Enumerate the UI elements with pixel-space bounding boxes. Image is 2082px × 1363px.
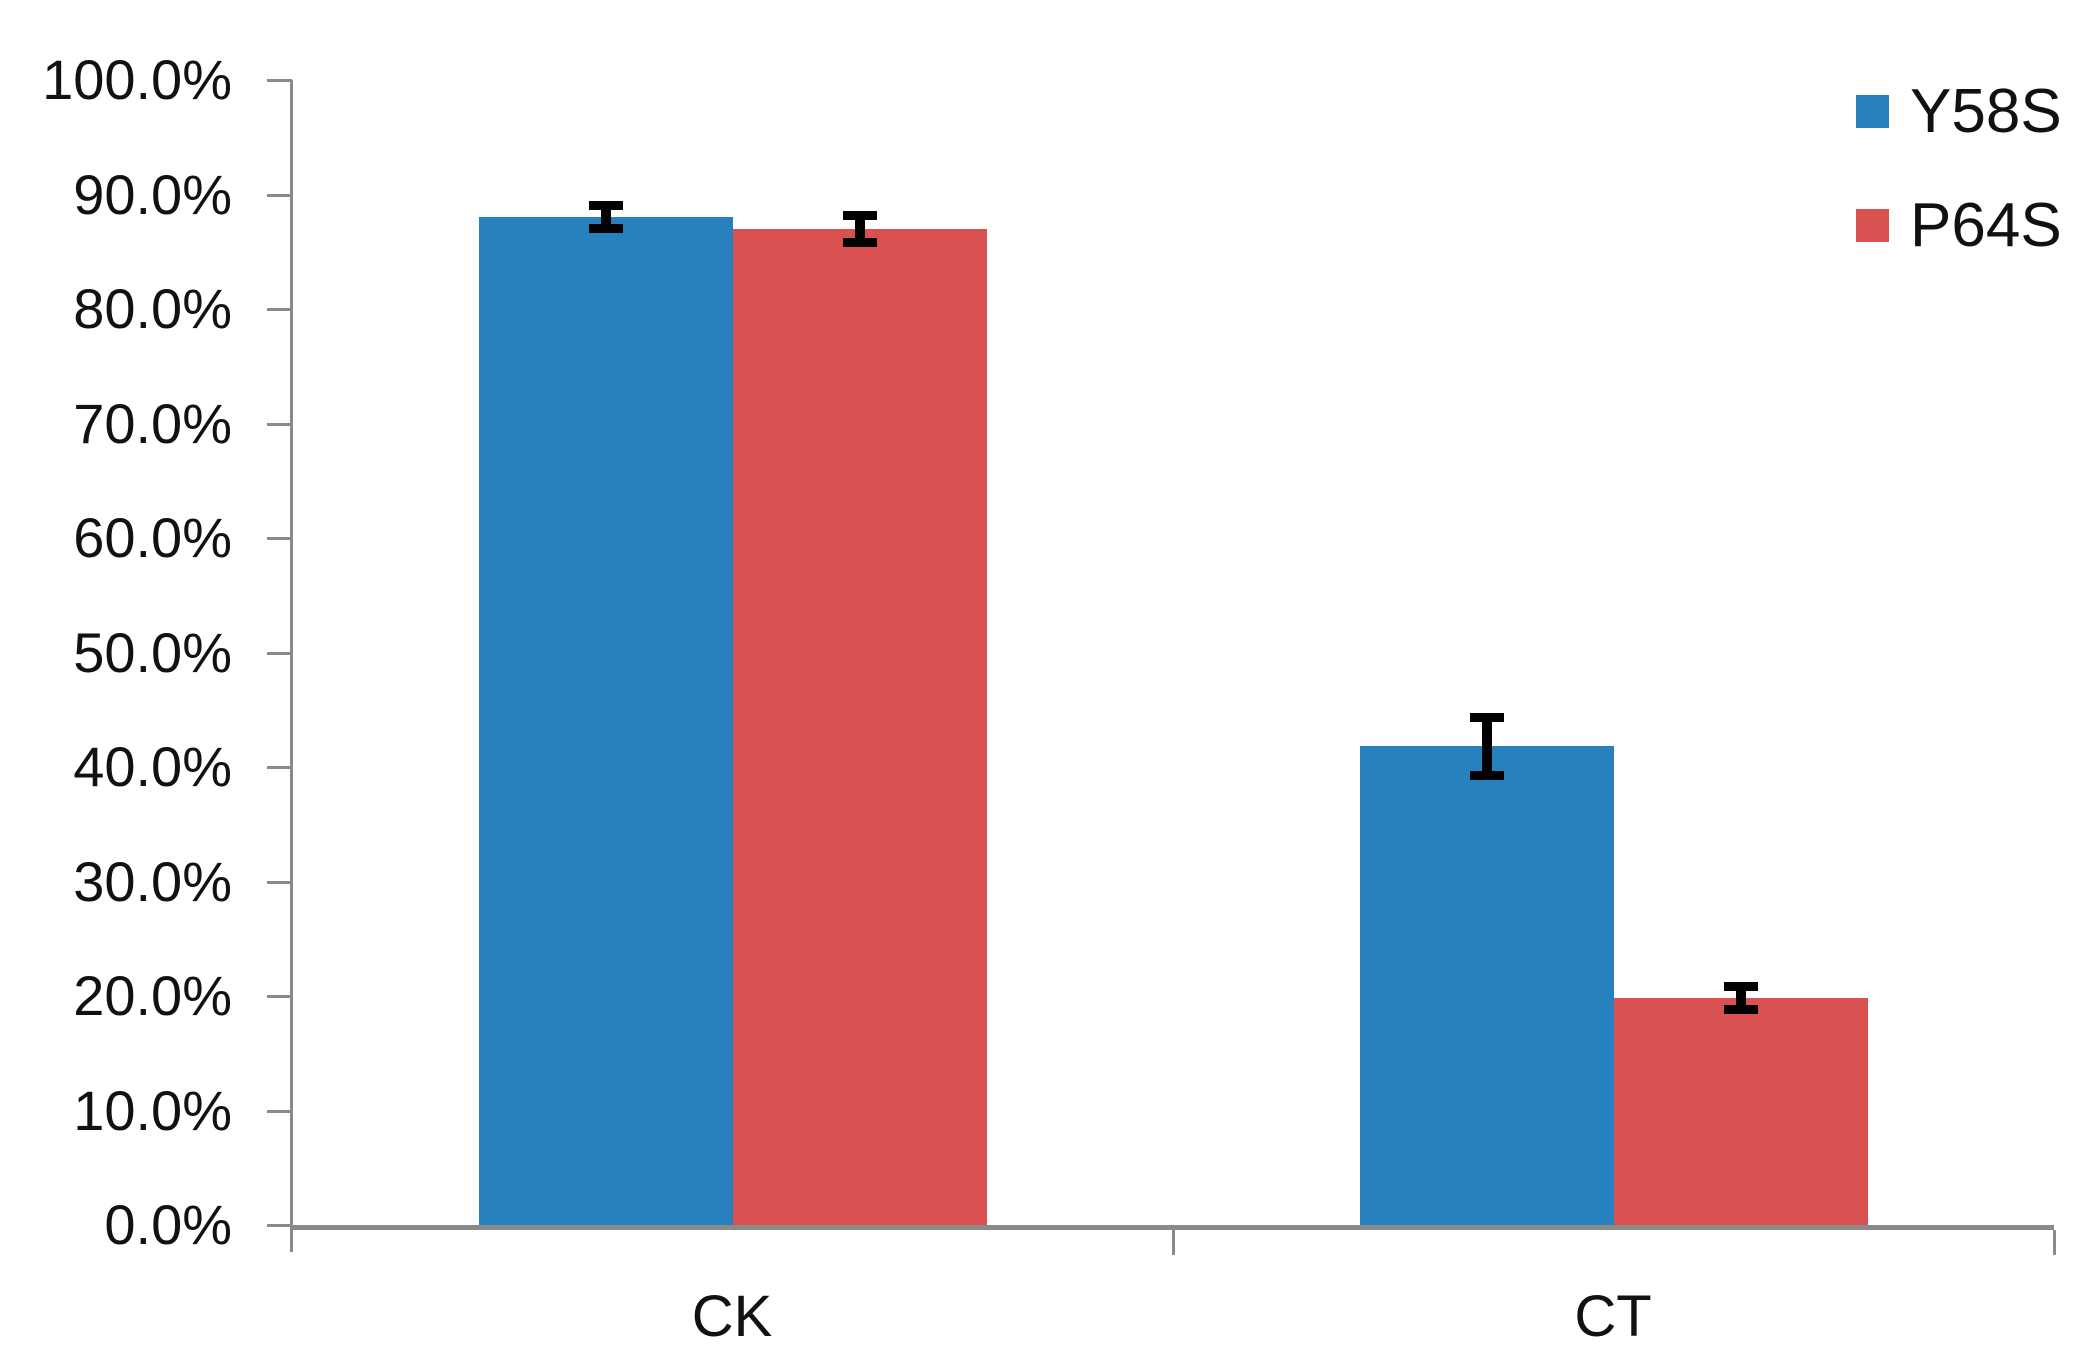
error-bar-ct-y58s: [1469, 713, 1504, 780]
y-tick-label: 20.0%: [73, 964, 232, 1027]
x-axis-line: [292, 1225, 2054, 1230]
error-bar-ct-p64s: [1723, 982, 1758, 1015]
legend-label-y58s: Y58S: [1910, 76, 2062, 146]
y-tick-label: 70.0%: [73, 391, 232, 455]
x-tick-mark: [2053, 1230, 2056, 1255]
y-tick-label: 50.0%: [73, 620, 232, 684]
legend-entry-y58s: Y58S: [1856, 77, 2062, 146]
y-axis-line: [290, 80, 293, 1252]
y-tick-mark: [267, 79, 292, 82]
x-tick-mark: [1172, 1230, 1175, 1255]
y-tick-mark: [267, 995, 292, 998]
legend-label-p64s: P64S: [1910, 190, 2062, 260]
error-bar-cap-bottom: [842, 238, 877, 248]
y-tick-label: 10.0%: [73, 1078, 232, 1142]
y-tick-mark: [267, 651, 292, 655]
y-tick-label: 0.0%: [104, 1193, 232, 1256]
y-tick-label: 40.0%: [73, 735, 232, 798]
bar-ck-p64s: [732, 228, 987, 1225]
y-tick-mark: [267, 766, 292, 769]
y-tick-label: 30.0%: [73, 849, 232, 913]
error-bar-stem: [1735, 982, 1746, 1015]
y-tick-mark: [267, 537, 292, 540]
legend-swatch-y58s: [1856, 94, 1889, 128]
y-tick-mark: [267, 422, 292, 426]
error-bar-ck-y58s: [588, 201, 623, 234]
error-bar-stem: [600, 201, 611, 234]
y-tick-mark: [267, 880, 292, 884]
error-bar-ck-p64s: [842, 210, 877, 248]
error-bar-cap-bottom: [588, 224, 623, 234]
bar-ct-p64s: [1613, 998, 1868, 1225]
y-tick-mark: [267, 193, 292, 197]
y-tick-label: 80.0%: [73, 277, 232, 340]
y-tick-label: 90.0%: [73, 162, 232, 226]
error-bar-stem: [1481, 713, 1492, 780]
error-bar-stem: [854, 210, 865, 248]
bar-ck-y58s: [478, 217, 733, 1225]
error-bar-cap-bottom: [1469, 770, 1504, 780]
y-tick-mark: [267, 1109, 292, 1113]
y-tick-mark: [267, 308, 292, 311]
y-tick-label: 100.0%: [42, 48, 232, 111]
y-tick-label: 60.0%: [73, 506, 232, 569]
category-label-ct: CT: [1574, 1284, 1652, 1349]
legend-swatch-p64s: [1856, 208, 1889, 242]
bar-ct-y58s: [1359, 746, 1614, 1225]
legend-entry-p64s: P64S: [1856, 191, 2062, 260]
category-label-ck: CK: [691, 1284, 773, 1349]
error-bar-cap-bottom: [1723, 1005, 1758, 1015]
y-tick-mark: [267, 1224, 292, 1227]
